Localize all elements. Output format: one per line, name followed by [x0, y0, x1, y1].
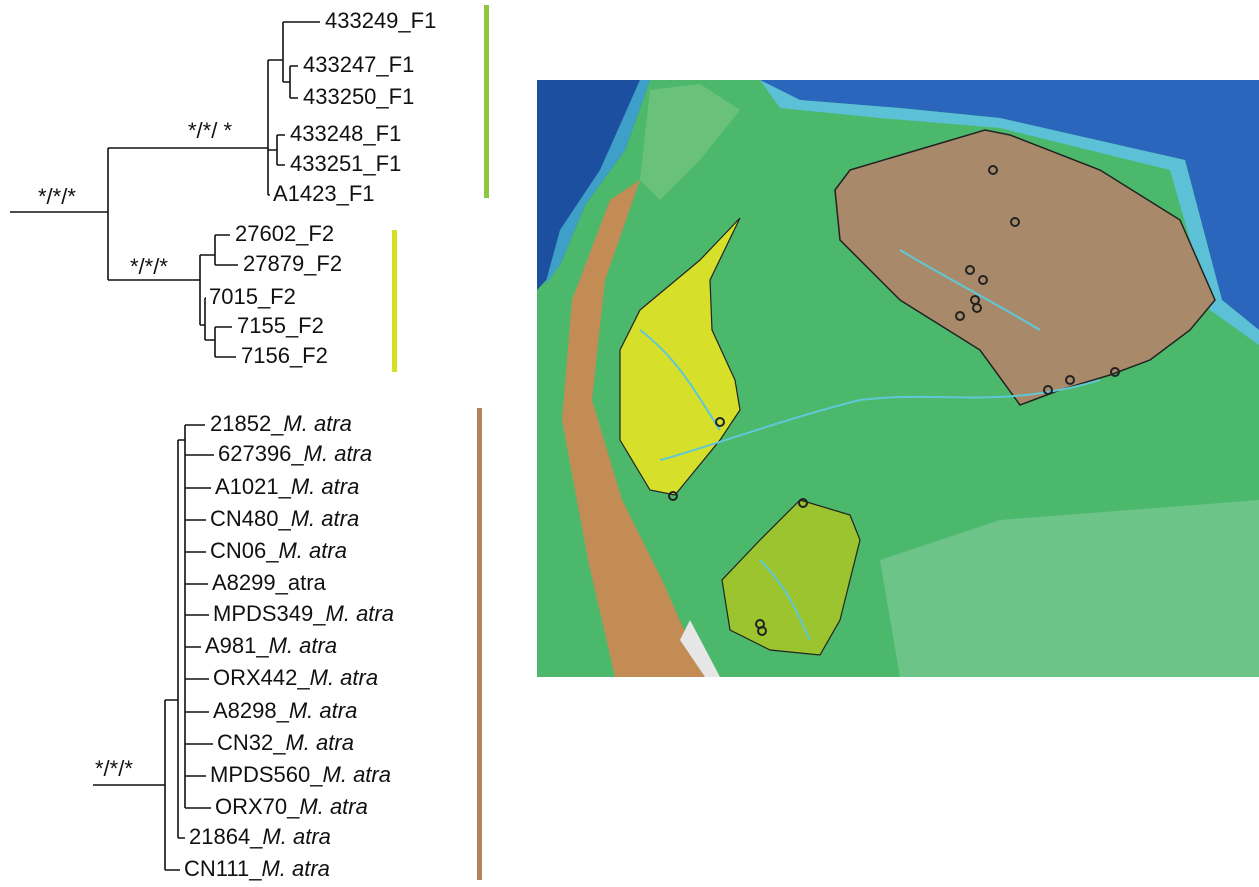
figure: */*/* */*/ * */*/* */*/* 433249_F1 433247…	[0, 0, 1259, 887]
leaf-code: ORX70_	[215, 794, 300, 819]
leaf-code: CN32_	[217, 730, 286, 755]
leaf-species: M. atra	[323, 762, 391, 787]
leaf-label: 21852_M. atra	[210, 411, 352, 436]
leaf-code: MPDS560_	[210, 762, 323, 787]
leaf-label: 21864_M. atra	[189, 824, 331, 849]
leaf-label: CN111_M. atra	[184, 856, 330, 881]
leaf-code: A8298_	[213, 698, 290, 723]
leaf-label: 433250_F1	[303, 84, 414, 109]
leaf-label: 27602_F2	[235, 221, 334, 246]
leaf-species: M. atra	[299, 794, 367, 819]
clade-bar-f2	[392, 230, 397, 372]
leaf-code: CN111_	[184, 856, 262, 881]
leaf-label: CN32_M. atra	[217, 730, 354, 755]
leaf-code: 21864_	[189, 824, 263, 849]
leaf-label: MPDS560_M. atra	[210, 762, 391, 787]
leaf-code: CN06_	[210, 538, 279, 563]
leaf-label: MPDS349_M. atra	[213, 601, 394, 626]
leaf-label: A981_M. atra	[205, 633, 337, 658]
leaf-label: A1423_F1	[273, 181, 375, 206]
support-label: */*/*	[130, 254, 168, 279]
leaf-species: M. atra	[291, 474, 359, 499]
leaf-code: 21852_	[210, 411, 284, 436]
leaf-species: M. atra	[310, 665, 378, 690]
support-label: */*/*	[95, 756, 133, 781]
clade-bar-atra	[477, 408, 482, 880]
leaf-label: 433251_F1	[290, 151, 401, 176]
leaf-species: M. atra	[304, 441, 372, 466]
leaf-label: ORX70_M. atra	[215, 794, 368, 819]
leaf-species: M. atra	[269, 633, 337, 658]
support-label: */*/*	[38, 184, 76, 209]
leaf-label: ORX442_M. atra	[213, 665, 378, 690]
leaf-label: 7156_F2	[241, 343, 328, 368]
leaf-label: A1021_M. atra	[215, 474, 359, 499]
leaf-code: 627396_	[218, 441, 304, 466]
map	[537, 80, 1259, 677]
leaf-species: M. atra	[283, 411, 351, 436]
leaf-code: A981_	[205, 633, 269, 658]
leaf-label: 7155_F2	[237, 313, 324, 338]
leaf-label: A8298_M. atra	[213, 698, 357, 723]
clade-bar-f1	[484, 5, 489, 198]
leaf-label: 7015_F2	[209, 284, 296, 309]
leaf-label: A8299_atra	[212, 570, 327, 595]
leaf-label: 627396_M. atra	[218, 441, 372, 466]
leaf-code: MPDS349_	[213, 601, 326, 626]
leaf-code: A1021_	[215, 474, 292, 499]
leaf-label: 433249_F1	[325, 8, 436, 33]
leaf-label: 433247_F1	[303, 52, 414, 77]
leaf-species: M. atra	[326, 601, 394, 626]
leaf-species: M. atra	[285, 730, 353, 755]
leaf-species: M. atra	[278, 538, 346, 563]
leaf-label: CN480_M. atra	[210, 506, 359, 531]
leaf-species: M. atra	[262, 824, 330, 849]
leaf-code: CN480_	[210, 506, 291, 531]
page: {"tree": { "root_support": "*/*/*", "f1_…	[0, 0, 1259, 887]
leaf-species: M. atra	[261, 856, 329, 881]
leaf-species: M. atra	[291, 506, 359, 531]
leaf-code: A8299_atra	[212, 570, 327, 595]
support-label: */*/ *	[188, 118, 232, 143]
leaf-label: 433248_F1	[290, 121, 401, 146]
leaf-code: ORX442_	[213, 665, 310, 690]
leaf-label: 27879_F2	[243, 251, 342, 276]
leaf-label: CN06_M. atra	[210, 538, 347, 563]
leaf-species: M. atra	[289, 698, 357, 723]
